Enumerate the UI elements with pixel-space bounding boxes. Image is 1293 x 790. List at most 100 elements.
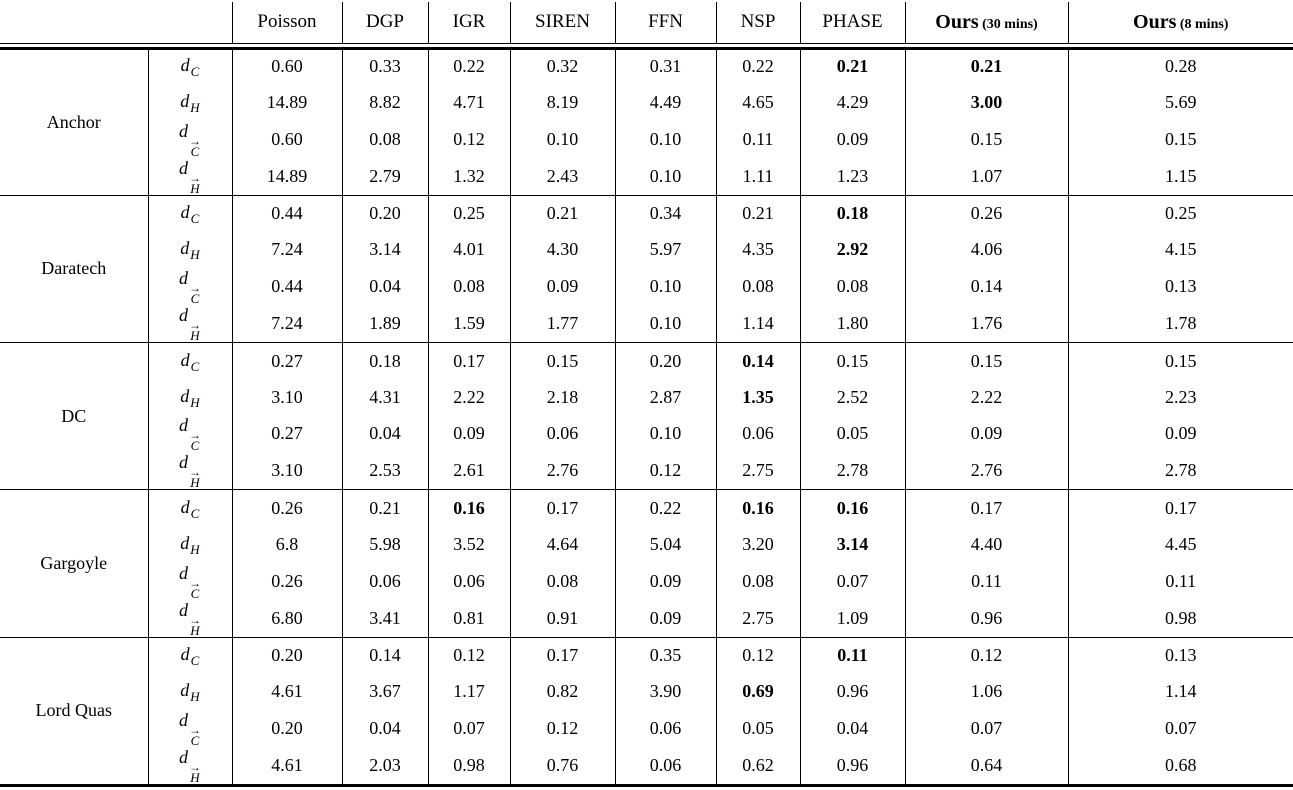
value-cell: 4.29	[800, 84, 906, 121]
metric-subscript: H	[190, 543, 199, 556]
table-row: Lord Quas d C 0.20 0.14 0.12 0.17 0.35 0.12 0.11 0…	[0, 637, 1293, 720]
value-cell: 0.44	[232, 195, 343, 232]
dataset-block-dc: DC d C 0.27 0.18 0.17 0.15 0.20 0.14 0.15 0.15 0.15…	[0, 342, 1293, 490]
value-cell: 1.59	[428, 305, 511, 343]
metric-subscript: → C	[189, 724, 201, 747]
value-cell: 0.34	[615, 195, 717, 232]
value-cell: 4.61	[232, 673, 343, 710]
value-cell: 1.17	[428, 673, 511, 710]
metric-subscript-letter: H	[190, 475, 200, 490]
column-header-dgp: DGP	[341, 2, 428, 43]
dataset-block-anchor: Anchor d C 0.60 0.33 0.22 0.32 0.31 0.22 0.21 0.21…	[0, 48, 1293, 196]
value-cell: 0.08	[800, 268, 906, 306]
metric-subscript-letter: C	[190, 291, 200, 306]
value-cell: 0.26	[232, 562, 343, 600]
metric-base: d	[179, 452, 188, 473]
method-name-label: Ours	[1133, 10, 1177, 33]
metric-subscript-letter: H	[190, 100, 200, 116]
value-cell: 2.22	[428, 378, 511, 416]
value-cell: 0.07	[905, 709, 1069, 747]
table-row: d → C 0.26 0.06 0.06 0.08 0.09 0.08 0.07 0.11 0.11	[0, 562, 1293, 600]
value-cell: 1.15	[1165, 165, 1197, 186]
metric-subscript-letter: H	[190, 180, 200, 196]
arrow-over-subscript-icon: →	[189, 318, 201, 333]
value-cell: 0.15	[510, 342, 616, 379]
metric-subscript: → C	[189, 429, 201, 452]
value-cell: 2.78	[800, 452, 906, 490]
value-cell: 0.09	[905, 415, 1069, 453]
value-cell: 4.01	[428, 231, 511, 269]
value-cell: 0.10	[615, 268, 717, 306]
value-cell: 2.52	[800, 378, 906, 416]
table-row: Gargoyle d C 0.26 0.21 0.16 0.17 0.22 0.16 0.16 0.…	[0, 489, 1293, 573]
metric-base: d	[180, 202, 190, 223]
value-cell: 0.09	[510, 268, 616, 306]
column-header-ours-8-mins: Ours (8 mins)	[1067, 2, 1293, 43]
value-cell: 0.16	[800, 489, 906, 527]
arrow-over-subscript-icon: →	[189, 759, 201, 774]
value-cell: 0.09	[1165, 423, 1197, 444]
value-cell: 8.82	[342, 84, 429, 121]
metric-base: d	[179, 305, 188, 326]
double-rule-cell	[0, 42, 1293, 50]
value-cell: 0.27	[232, 342, 343, 379]
metric-subscript: → C	[189, 282, 201, 306]
value-cell: 0.26	[905, 195, 1069, 232]
value-cell: 0.21	[905, 48, 1069, 85]
value-cell: 3.10	[232, 452, 343, 490]
value-cell: 0.10	[615, 120, 717, 158]
value-cell: 0.07	[800, 562, 906, 600]
metric-subscript-letter: H	[190, 247, 200, 263]
table-row: d → C 0.60 0.08 0.12 0.10 0.10 0.11 0.09 0.15 0.15	[0, 120, 1293, 158]
value-cell: 0.07	[428, 709, 511, 747]
dataset-label: Anchor	[46, 111, 101, 132]
value-cell: 0.12	[428, 637, 511, 674]
value-cell: 0.15	[1165, 128, 1197, 149]
value-cell: 2.03	[342, 746, 429, 786]
value-cell: 1.76	[905, 305, 1069, 343]
value-cell: 0.06	[615, 709, 717, 747]
value-cell: 3.20	[716, 526, 801, 563]
value-cell: 0.12	[510, 709, 616, 747]
header-double-rule	[0, 42, 1293, 50]
method-name-label: Ours	[935, 10, 979, 33]
value-cell: 0.15	[905, 342, 1069, 379]
value-cell: 0.20	[342, 195, 429, 232]
value-cell: 2.22	[905, 378, 1069, 416]
value-cell: 0.21	[716, 195, 801, 232]
value-cell: 1.32	[428, 157, 511, 196]
value-cell: 0.25	[428, 195, 511, 232]
value-cell: 3.67	[342, 673, 429, 710]
arrow-over-subscript-icon: →	[189, 612, 201, 627]
dataset-label: DC	[61, 405, 87, 426]
metric-subscript-letter: H	[190, 769, 200, 785]
value-cell: 1.07	[905, 157, 1069, 196]
value-cell: 1.78	[1165, 313, 1197, 334]
value-cell: 4.45	[1165, 533, 1197, 554]
value-cell: 4.71	[428, 84, 511, 121]
arrow-over-subscript-icon: →	[189, 170, 201, 185]
value-cell: 0.20	[232, 709, 343, 747]
table-row: d → H 4.61 2.03 0.98 0.76 0.06 0.62 0.96 0.64 0.68	[0, 746, 1293, 786]
value-cell: 1.06	[905, 673, 1069, 710]
value-cell: 0.31	[615, 48, 717, 85]
metric-base: d	[179, 120, 188, 141]
value-cell: 2.76	[905, 452, 1069, 490]
method-name-label: NSP	[740, 11, 776, 33]
table-row: d → C 0.44 0.04 0.08 0.09 0.10 0.08 0.08 0.14 0.13	[0, 268, 1293, 306]
table-row: d H 7.24 3.14 4.01 4.30 5.97 4.35 2.92 4.06 4.15	[0, 231, 1293, 269]
metric-base: d	[179, 746, 188, 767]
value-cell: 1.35	[716, 378, 801, 416]
value-cell: 0.04	[342, 415, 429, 453]
value-cell: 0.21	[510, 195, 616, 232]
table-row: Daratech d C 0.44 0.20 0.25 0.21 0.34 0.21 0.18 0.…	[0, 195, 1293, 278]
value-cell: 4.49	[615, 84, 717, 121]
table-row: d H 3.10 4.31 2.22 2.18 2.87 1.35 2.52 2.22 2.23	[0, 378, 1293, 416]
value-cell: 3.90	[615, 673, 717, 710]
value-cell: 0.06	[716, 415, 801, 453]
